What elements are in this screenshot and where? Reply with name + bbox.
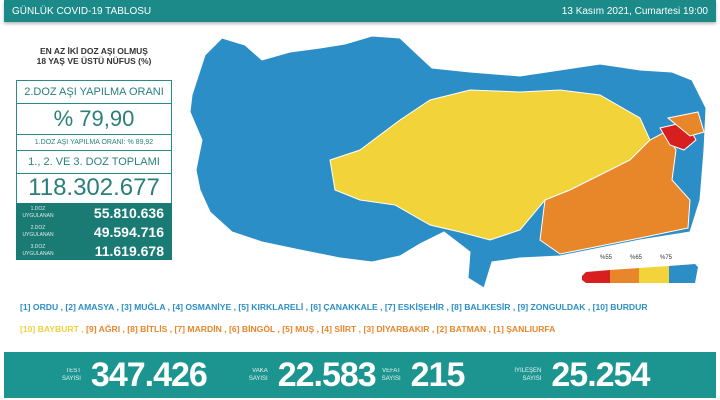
bottom-list-first: [10] BAYBURT , [20,324,84,334]
stat-label: İYİLEŞEN [514,368,542,374]
dose-label: 2.DOZ [30,224,46,231]
total-label: 1., 2. VE 3. DOZ TOPLAMI [16,150,172,173]
stat-label: VAKA [252,368,268,374]
dose-label: UYGULANAN [22,250,54,257]
legend-red [582,270,610,283]
legend-threshold: %55 [600,255,613,261]
stat-label: SAYISI [381,376,401,382]
dose-label: UYGULANAN [22,231,54,238]
stat-recovered: İYİLEŞEN SAYISI 25.254 [514,355,650,395]
header-bar: GÜNLÜK COVID-19 TABLOSU 13 Kasım 2021, C… [4,0,716,22]
stat-value: 347.426 [90,355,208,394]
stat-label: SAYISI [248,376,268,382]
legend-blue [669,264,698,283]
bottom-list-rest: [9] AĞRI , [8] BİTLİS , [7] MARDİN , [6]… [83,324,556,334]
dose-label: UYGULANAN [22,212,54,219]
stat-label: SAYISI [522,376,542,382]
vaccine-title-line2: 18 YAŞ VE ÜSTÜ NÜFUS (%) [36,56,152,66]
vaccine-title: EN AZ İKİ DOZ AŞI OLMUŞ 18 YAŞ VE ÜSTÜ N… [16,46,172,66]
stat-label: TEST [65,368,81,374]
stats-bar: TEST SAYISI 347.426 VAKA SAYISI 22.583 VEFAT… [4,352,716,398]
dose-row: 2.DOZ UYGULANAN 49.594.716 [16,222,172,241]
total-value: 118.302.677 [16,173,172,203]
stat-cases: VAKA SAYISI 22.583 [248,355,377,395]
dose-label: 1.DOZ [30,205,46,212]
map-region-orange [539,131,691,255]
date-label: 13 Kasım 2021, Cumartesi 19:00 [561,5,708,17]
vaccine-title-line1: EN AZ İKİ DOZ AŞI OLMUŞ [40,46,148,56]
legend-threshold: %65 [630,255,643,261]
stat-value: 22.583 [277,355,377,394]
legend-yellow [639,266,669,283]
legend-bar [582,264,698,283]
page-title: GÜNLÜK COVID-19 TABLOSU [12,5,152,17]
top-provinces-list: [1] ORDU , [2] AMASYA , [3] MUĞLA , [4] … [20,302,648,312]
bottom-provinces-list: [10] BAYBURT , [9] AĞRI , [8] BİTLİS , [… [0,324,720,334]
legend-orange [610,268,639,283]
dose1-rate: 1.DOZ AŞI YAPILMA ORANI: % 89,92 [16,134,172,150]
dose-label: 3.DOZ [30,243,46,250]
dose-value: 49.594.716 [93,223,164,240]
stat-value: 25.254 [551,355,650,394]
dose-row: 1.DOZ UYGULANAN 55.810.636 [16,203,172,222]
legend-threshold: %75 [660,255,673,261]
turkey-vaccination-map [189,35,707,289]
stat-value: 215 [410,355,466,394]
dose-value: 55.810.636 [93,204,164,221]
dose2-value: % 79,90 [16,103,172,134]
stat-deaths: VEFAT SAYISI 215 [381,355,466,395]
dose2-label: 2.DOZ AŞI YAPILMA ORANI [16,80,172,103]
stat-label: VEFAT [382,368,401,374]
stat-test: TEST SAYISI 347.426 [62,355,208,395]
vaccine-panel: 2.DOZ AŞI YAPILMA ORANI % 79,90 1.DOZ AŞ… [16,80,172,260]
stat-label: SAYISI [62,376,81,382]
dose-row: 3.DOZ UYGULANAN 11.619.678 [16,241,172,260]
dose-value: 11.619.678 [94,242,164,259]
map-region-orange-agri [666,111,705,137]
